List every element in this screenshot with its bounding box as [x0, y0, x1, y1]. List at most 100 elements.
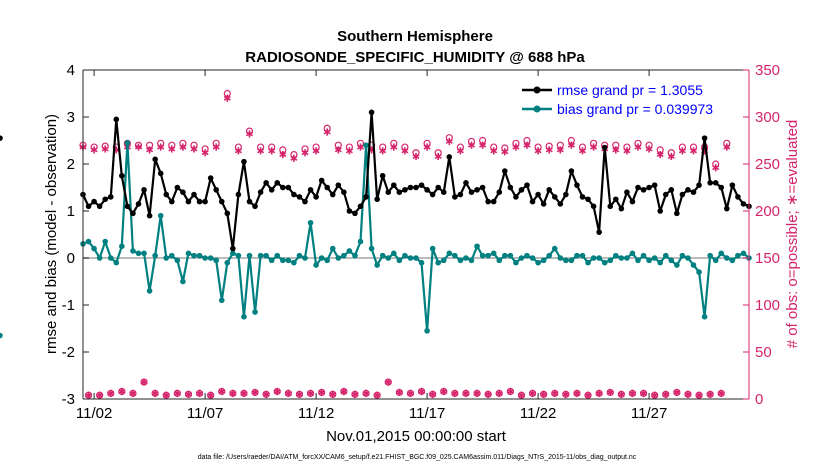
series-point — [679, 252, 686, 259]
asterisk-stroke — [717, 390, 725, 396]
obs-evaluated-point — [184, 390, 192, 398]
series-point — [424, 187, 430, 193]
series-point — [590, 255, 597, 261]
obs-evaluated-point — [656, 151, 664, 159]
series-point — [740, 250, 747, 257]
obs-evaluated-point — [545, 146, 553, 154]
asterisk-stroke — [506, 388, 514, 394]
series-point — [568, 257, 575, 264]
obs-evaluated-point — [101, 145, 109, 153]
series-point — [707, 252, 713, 259]
series-point — [557, 255, 564, 261]
series-point — [107, 194, 114, 200]
obs-evaluated-point — [240, 389, 248, 397]
obs-evaluated-point — [484, 390, 492, 398]
asterisk-stroke — [545, 147, 553, 153]
series-point — [85, 238, 92, 245]
obs-evaluated-point — [606, 388, 614, 397]
series-point — [329, 245, 336, 252]
series-point — [607, 257, 614, 264]
series-point — [601, 144, 608, 151]
series-point — [368, 245, 375, 252]
obs-evaluated-point — [412, 152, 420, 161]
asterisk-stroke — [529, 390, 537, 396]
obs-evaluated-point — [96, 391, 104, 399]
obs-evaluated-point — [617, 390, 625, 398]
series-point — [263, 180, 269, 186]
series-point — [130, 248, 136, 254]
series-point — [96, 255, 103, 261]
series-point — [302, 198, 308, 205]
series-point — [585, 196, 591, 203]
asterisk-stroke — [323, 129, 331, 135]
series-point — [107, 255, 114, 261]
asterisk-stroke — [229, 390, 237, 396]
series-point — [474, 243, 480, 250]
obs-evaluated-point — [706, 390, 714, 398]
series-point — [574, 182, 580, 188]
series-point — [141, 250, 147, 257]
obs-evaluated-point — [451, 389, 459, 397]
series-point — [513, 259, 519, 266]
asterisk-stroke — [334, 147, 342, 153]
series-point — [701, 135, 708, 141]
asterisk-stroke — [551, 390, 559, 396]
y-right-tick-label: 50 — [755, 344, 772, 361]
obs-evaluated-point — [717, 389, 725, 397]
series-point — [568, 168, 575, 174]
obs-evaluated-point — [201, 149, 209, 157]
series-point — [712, 257, 719, 264]
obs-evaluated-point — [467, 141, 476, 149]
obs-evaluated-point — [634, 143, 642, 151]
series-point — [546, 252, 552, 259]
series-point — [502, 168, 508, 174]
series-point — [191, 191, 197, 198]
series-point — [629, 250, 636, 257]
series-point — [302, 255, 308, 261]
series-point — [696, 269, 702, 275]
series-point — [452, 194, 458, 200]
y-right-tick-label: 0 — [755, 391, 763, 408]
obs-evaluated-point — [490, 147, 498, 155]
series-point — [157, 212, 164, 219]
series-point — [485, 198, 491, 205]
asterisk-stroke — [584, 392, 592, 398]
obs-evaluated-point — [273, 387, 281, 396]
obs-evaluated-point — [529, 389, 537, 397]
series-point — [268, 257, 275, 264]
series-point — [407, 184, 414, 191]
series-point — [540, 201, 547, 207]
obs-evaluated-point — [434, 152, 442, 161]
series-point — [613, 196, 619, 203]
obs-evaluated-point — [134, 143, 143, 151]
asterisk-stroke — [689, 148, 698, 154]
series-point — [180, 189, 186, 195]
asterisk-stroke — [340, 388, 348, 394]
series-point — [490, 198, 497, 205]
series-point — [102, 238, 108, 245]
series-point — [91, 198, 97, 205]
legend: rmse grand pr = 1.3055 bias grand pr = 0… — [522, 82, 713, 117]
obs-evaluated-point — [129, 389, 137, 397]
series-point — [563, 191, 569, 198]
obs-evaluated-point — [362, 389, 370, 397]
asterisk-stroke — [201, 150, 209, 156]
series-point — [418, 259, 425, 266]
legend-rmse-marker — [533, 86, 541, 94]
asterisk-stroke — [284, 390, 292, 396]
series-point — [152, 156, 158, 163]
series-point — [368, 109, 375, 116]
series-point — [274, 180, 281, 186]
series-point — [657, 208, 663, 214]
series-point — [141, 187, 147, 193]
series-point — [207, 175, 214, 181]
obs-evaluated-point — [329, 390, 337, 398]
y-axis-left-label: rmse and bias (model - observation) — [43, 114, 60, 354]
asterisk-stroke — [295, 391, 303, 397]
series-point — [563, 257, 569, 264]
asterisk-stroke — [351, 391, 359, 397]
asterisk-stroke — [412, 153, 420, 159]
asterisk-stroke — [245, 131, 254, 137]
series-point — [729, 257, 736, 264]
